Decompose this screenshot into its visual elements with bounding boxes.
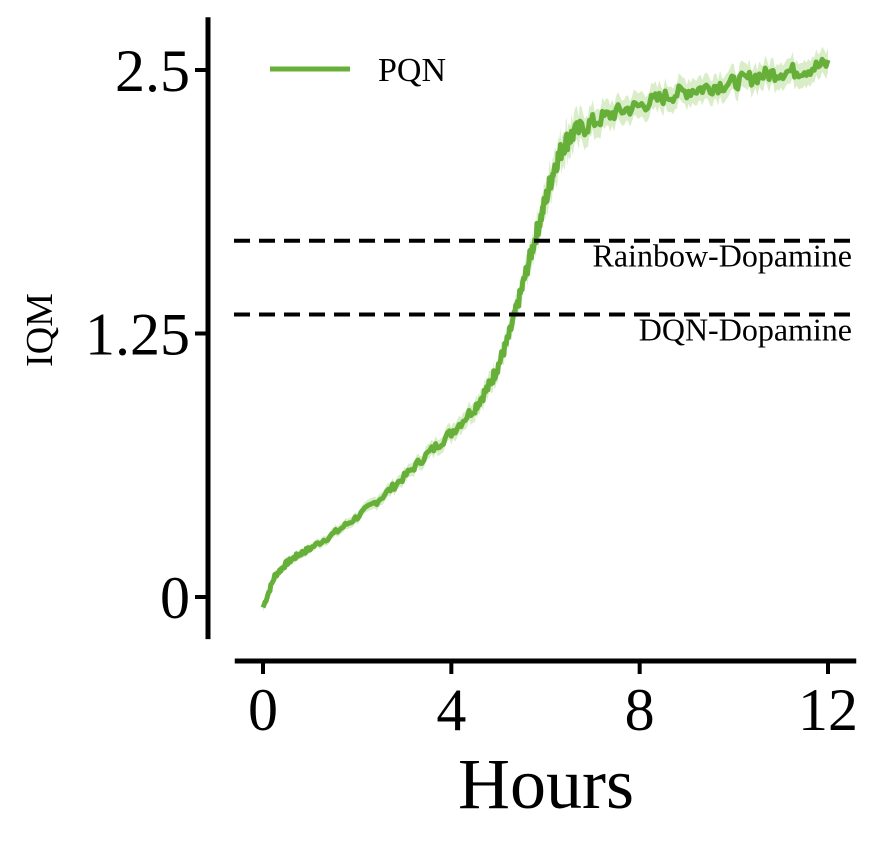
ticks-layer: 0 1.25 2.5 0 4 8 12 [85, 38, 858, 743]
x-tick-label: 8 [625, 677, 655, 743]
y-tick-label: 0 [160, 565, 190, 631]
series-line-layer [260, 56, 831, 609]
series-band-pqn [263, 46, 828, 612]
y-tick-label: 1.25 [85, 302, 190, 368]
y-tick-label: 2.5 [115, 38, 190, 104]
reference-line-label: DQN-Dopamine [639, 312, 852, 348]
reference-lines-layer: Rainbow-Dopamine DQN-Dopamine [234, 238, 858, 348]
y-axis-title: IQM [19, 293, 61, 367]
x-axis-title: Hours [458, 744, 634, 824]
series-line-pqn [260, 56, 831, 609]
x-tick-label: 4 [436, 677, 466, 743]
x-tick-label: 12 [798, 677, 858, 743]
legend: PQN [270, 52, 446, 89]
legend-label-pqn: PQN [378, 52, 446, 89]
reference-line-label: Rainbow-Dopamine [593, 238, 853, 274]
confidence-band-layer [263, 46, 828, 612]
axes-layer [205, 17, 857, 664]
x-tick-label: 0 [248, 677, 278, 743]
